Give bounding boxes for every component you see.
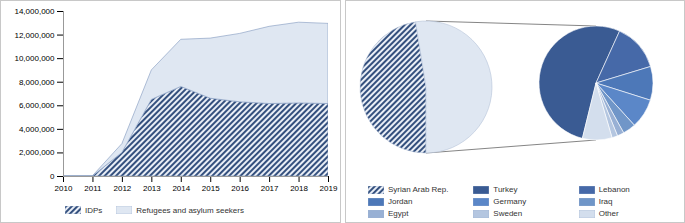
html-text:Other: Other xyxy=(598,209,619,218)
svg-text:4,000,000: 4,000,000 xyxy=(19,125,55,134)
svg-text:2,000,000: 2,000,000 xyxy=(19,148,55,157)
html-text:Iraq: Iraq xyxy=(598,197,613,206)
svg-text:8,000,000: 8,000,000 xyxy=(19,78,55,87)
svg-text:14,000,000: 14,000,000 xyxy=(14,7,55,16)
html-text:Egypt: Egypt xyxy=(388,209,409,218)
svg-text:2010: 2010 xyxy=(55,184,73,193)
svg-text:2011: 2011 xyxy=(84,184,102,193)
html-text:IDPs: IDPs xyxy=(85,205,103,215)
html-text:Jordan: Jordan xyxy=(388,197,413,206)
svg-text:10,000,000: 10,000,000 xyxy=(14,54,55,63)
svg-text:2019: 2019 xyxy=(320,184,338,193)
html-text:Lebanon: Lebanon xyxy=(598,185,630,194)
svg-text:2017: 2017 xyxy=(261,184,279,193)
svg-text:2013: 2013 xyxy=(143,184,161,193)
html-text:Turkey: Turkey xyxy=(493,185,518,194)
svg-text:2014: 2014 xyxy=(172,184,190,193)
svg-text:2012: 2012 xyxy=(113,184,131,193)
svg-text:2018: 2018 xyxy=(290,184,308,193)
svg-text:2015: 2015 xyxy=(202,184,220,193)
svg-text:6,000,000: 6,000,000 xyxy=(19,101,55,110)
html-text:Germany: Germany xyxy=(493,197,527,206)
svg-text:2016: 2016 xyxy=(231,184,249,193)
svg-text:0: 0 xyxy=(50,172,55,181)
html-text:Syrian Arab Rep.: Syrian Arab Rep. xyxy=(388,185,449,194)
svg-text:12,000,000: 12,000,000 xyxy=(14,31,55,40)
html-text:Refugees and asylum seekers: Refugees and asylum seekers xyxy=(136,205,244,215)
html-text:Sweden: Sweden xyxy=(493,209,523,218)
